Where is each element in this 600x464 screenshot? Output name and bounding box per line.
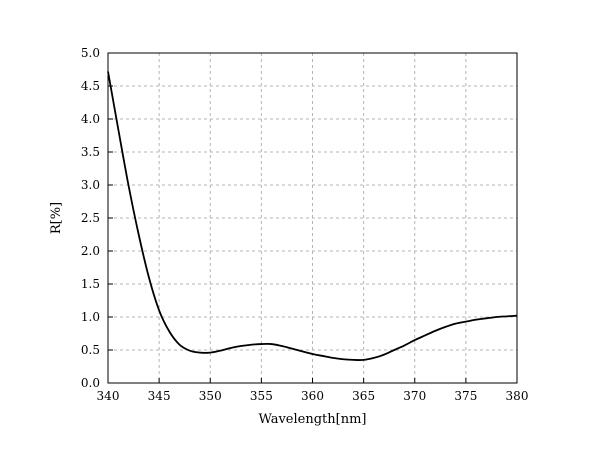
x-tick-label: 370 xyxy=(403,389,426,403)
y-tick-label: 4.0 xyxy=(81,112,100,126)
x-tick-label: 375 xyxy=(454,389,477,403)
series-line xyxy=(107,71,518,361)
y-tick-label: 1.5 xyxy=(81,277,100,291)
y-tick-label: 2.5 xyxy=(81,211,100,225)
y-tick-label: 3.0 xyxy=(81,178,100,192)
y-tick-label: 0.0 xyxy=(81,376,100,390)
y-tick-label: 2.0 xyxy=(81,244,100,258)
y-axis-title: R[%] xyxy=(49,202,64,234)
y-tick-label: 4.5 xyxy=(81,79,100,93)
x-tick-label: 355 xyxy=(250,389,273,403)
x-tick-label: 345 xyxy=(148,389,171,403)
ticks: 340 345 350 355 360 365 370 375 380 0.0 0.5 1.0 1.5 2… xyxy=(81,46,529,403)
y-tick-label: 1.0 xyxy=(81,310,100,324)
x-tick-label: 380 xyxy=(506,389,529,403)
x-tick-label: 340 xyxy=(97,389,120,403)
x-tick-label: 360 xyxy=(301,389,324,403)
x-tick-label: 365 xyxy=(352,389,375,403)
series-layer xyxy=(107,71,518,361)
y-tick-label: 0.5 xyxy=(81,343,100,357)
grid xyxy=(108,53,517,383)
x-tick-label: 350 xyxy=(199,389,222,403)
y-tick-label: 5.0 xyxy=(81,46,100,60)
x-axis-title: Wavelength[nm] xyxy=(258,412,366,427)
y-tick-label: 3.5 xyxy=(81,145,100,159)
